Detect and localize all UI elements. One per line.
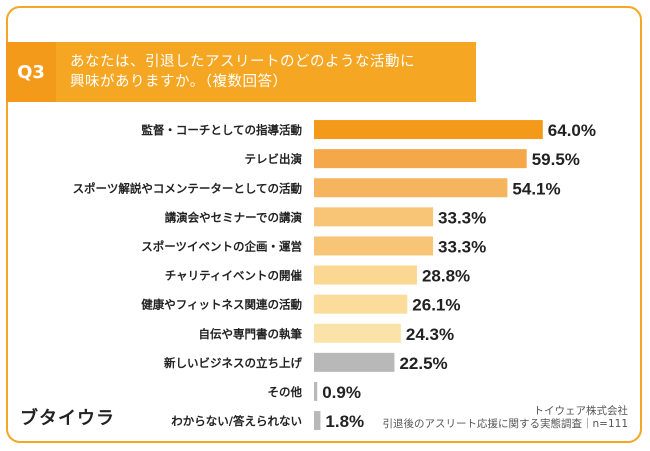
category-label: 講演会やセミナーでの講演	[165, 210, 303, 224]
value-label: 59.5%	[532, 150, 580, 169]
question-text-line1: あなたは、引退したアスリートのどのような活動に	[70, 54, 415, 70]
bar	[314, 120, 543, 140]
value-label: 64.0%	[548, 121, 596, 140]
category-label: 健康やフィットネス関連の活動	[141, 298, 302, 312]
category-label: スポーツ解説やコメンテーターとしての活動	[73, 181, 303, 195]
value-label: 33.3%	[438, 208, 486, 227]
bar	[314, 265, 417, 285]
survey-info: 引退後のアスリート応援に関する実態調査｜n=111	[382, 418, 629, 430]
category-label: わからない/答えられない	[171, 414, 302, 428]
bar	[314, 352, 395, 372]
category-label: その他	[268, 385, 303, 399]
question-number: Q3	[17, 61, 45, 83]
category-label: スポーツイベントの企画・運営	[141, 239, 302, 253]
brand-logo: ブタイウラ	[20, 408, 115, 429]
bar	[314, 294, 408, 314]
category-label: 新しいビジネスの立ち上げ	[164, 356, 302, 370]
category-label: 監督・コーチとしての指導活動	[141, 123, 302, 137]
credit-block: トイウェア株式会社 引退後のアスリート応援に関する実態調査｜n=111	[383, 405, 629, 431]
bar	[314, 178, 508, 198]
value-label: 22.5%	[399, 354, 447, 373]
bar	[314, 236, 434, 256]
bar	[314, 323, 401, 343]
value-label: 28.8%	[422, 267, 470, 286]
value-label: 33.3%	[438, 237, 486, 256]
value-label: 24.3%	[406, 325, 454, 344]
bar	[314, 411, 321, 431]
value-label: 0.9%	[322, 383, 361, 402]
question-box: あなたは、引退したアスリートのどのような活動に 興味がありますか。（複数回答）	[56, 42, 476, 102]
category-label: チャリティイベントの開催	[165, 269, 303, 283]
value-label: 54.1%	[512, 179, 560, 198]
question-number-badge: Q3	[6, 42, 56, 102]
category-label: 自伝や専門書の執筆	[199, 327, 303, 341]
company-name: トイウェア株式会社	[533, 405, 629, 417]
category-label: テレビ出演	[245, 152, 303, 166]
bar	[314, 149, 527, 169]
value-label: 1.8%	[325, 412, 364, 431]
value-label: 26.1%	[412, 296, 460, 315]
question-text-line2: 興味がありますか。（複数回答）	[70, 74, 288, 90]
bar	[314, 381, 318, 401]
bar	[314, 207, 434, 227]
